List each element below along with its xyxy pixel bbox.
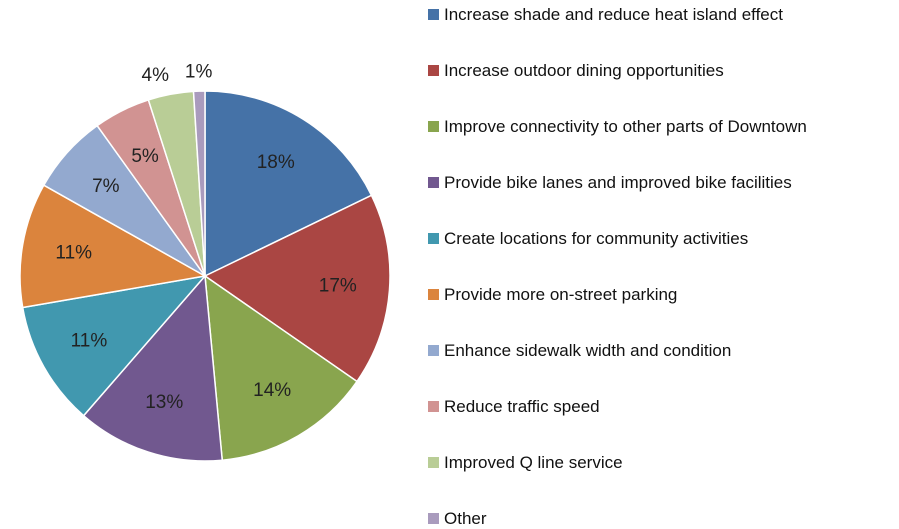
pie-slice <box>19 184 208 309</box>
legend-label: Increase outdoor dining opportunities <box>444 61 724 80</box>
legend-item: Create locations for community activitie… <box>428 226 899 252</box>
data-label: 17% <box>319 275 357 296</box>
pie-slice <box>82 274 224 462</box>
data-label: 1% <box>185 62 213 83</box>
legend-label: Improved Q line service <box>444 453 623 472</box>
pie-slice <box>204 274 359 462</box>
legend-label: Enhance sidewalk width and condition <box>444 341 732 360</box>
legend-item: Provide more on-street parking <box>428 282 899 308</box>
legend-item: Increase shade and reduce heat island ef… <box>428 2 899 28</box>
legend-label: Provide more on-street parking <box>444 285 678 304</box>
legend-swatch <box>428 121 439 132</box>
legend-item: Improve connectivity to other parts of D… <box>428 114 824 140</box>
pie-slice <box>204 90 373 278</box>
legend-swatch <box>428 345 439 356</box>
legend-label: Provide bike lanes and improved bike fac… <box>444 173 792 192</box>
pie-slice <box>21 274 207 417</box>
data-label: 7% <box>92 176 120 197</box>
legend-swatch <box>428 401 439 412</box>
legend-swatch <box>428 289 439 300</box>
data-label: 18% <box>257 152 295 173</box>
legend-swatch <box>428 177 439 188</box>
data-label: 4% <box>142 65 170 86</box>
legend-label: Create locations for community activitie… <box>444 229 749 248</box>
legend-item: Other <box>428 506 899 529</box>
legend-swatch <box>428 233 439 244</box>
legend-swatch <box>428 513 439 524</box>
legend-label: Increase shade and reduce heat island ef… <box>444 5 783 24</box>
data-label: 13% <box>145 392 183 413</box>
pie-slice <box>192 90 206 277</box>
pie-slice <box>203 194 391 383</box>
legend-label: Reduce traffic speed <box>444 397 600 416</box>
legend-swatch <box>428 457 439 468</box>
legend-item: Enhance sidewalk width and condition <box>428 338 899 364</box>
legend-swatch <box>428 9 439 20</box>
data-label: 5% <box>131 146 159 167</box>
data-label: 14% <box>253 380 291 401</box>
legend-item: Improved Q line service <box>428 450 899 476</box>
data-label: 11% <box>55 242 92 263</box>
legend-item: Increase outdoor dining opportunities <box>428 58 899 84</box>
legend-label: Other <box>444 509 487 528</box>
legend-label: Improve connectivity to other parts of D… <box>444 117 807 136</box>
legend-item: Reduce traffic speed <box>428 394 899 420</box>
data-label: 11% <box>71 330 108 351</box>
legend-item: Provide bike lanes and improved bike fac… <box>428 170 824 196</box>
legend-swatch <box>428 65 439 76</box>
pie: 18% 17% 14% 13% 11% 11% 7% 5% 4% 1% <box>19 62 391 462</box>
